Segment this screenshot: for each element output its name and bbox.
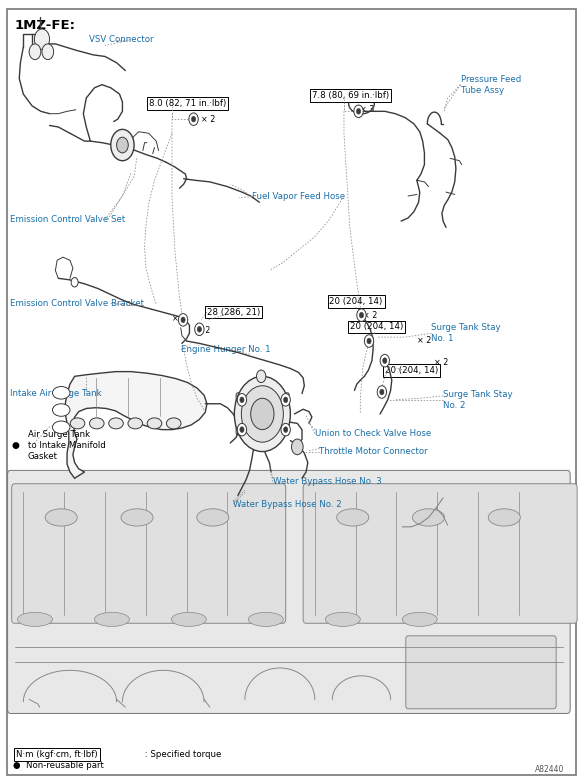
Text: × 2: × 2 bbox=[363, 310, 377, 320]
Circle shape bbox=[357, 309, 366, 321]
FancyBboxPatch shape bbox=[236, 393, 289, 435]
Circle shape bbox=[189, 113, 198, 125]
Text: Surge Tank Stay
No. 2: Surge Tank Stay No. 2 bbox=[443, 390, 512, 410]
Ellipse shape bbox=[171, 612, 206, 626]
Ellipse shape bbox=[52, 387, 70, 399]
FancyBboxPatch shape bbox=[12, 484, 286, 623]
Text: × 2: × 2 bbox=[417, 336, 432, 345]
Circle shape bbox=[380, 389, 384, 395]
Ellipse shape bbox=[109, 418, 124, 429]
Circle shape bbox=[240, 426, 244, 433]
Text: A82440: A82440 bbox=[535, 765, 564, 775]
Circle shape bbox=[111, 129, 134, 161]
Ellipse shape bbox=[128, 418, 142, 429]
Text: ●: ● bbox=[12, 441, 20, 450]
Ellipse shape bbox=[337, 509, 368, 526]
Circle shape bbox=[34, 29, 50, 49]
Circle shape bbox=[292, 439, 303, 455]
Circle shape bbox=[367, 338, 371, 344]
Circle shape bbox=[241, 386, 283, 442]
Ellipse shape bbox=[248, 612, 283, 626]
Ellipse shape bbox=[167, 418, 181, 429]
Circle shape bbox=[251, 398, 274, 430]
Circle shape bbox=[117, 137, 128, 153]
Circle shape bbox=[354, 105, 363, 118]
Text: × 2: × 2 bbox=[196, 325, 211, 335]
Ellipse shape bbox=[52, 404, 70, 416]
Ellipse shape bbox=[489, 509, 520, 526]
Text: Union to Check Valve Hose: Union to Check Valve Hose bbox=[315, 429, 431, 438]
Circle shape bbox=[281, 423, 290, 436]
Ellipse shape bbox=[402, 612, 437, 626]
Ellipse shape bbox=[90, 418, 104, 429]
Circle shape bbox=[364, 335, 374, 347]
Text: 1MZ-FE:: 1MZ-FE: bbox=[15, 19, 76, 32]
FancyBboxPatch shape bbox=[303, 484, 577, 623]
Circle shape bbox=[382, 358, 387, 364]
Circle shape bbox=[42, 44, 54, 60]
Circle shape bbox=[380, 354, 389, 367]
Circle shape bbox=[359, 312, 364, 318]
Circle shape bbox=[281, 394, 290, 406]
Circle shape bbox=[237, 423, 247, 436]
Circle shape bbox=[29, 44, 41, 60]
Circle shape bbox=[240, 397, 244, 403]
Text: N·m (kgf·cm, ft·lbf): N·m (kgf·cm, ft·lbf) bbox=[16, 750, 98, 759]
Ellipse shape bbox=[196, 509, 229, 526]
Text: 7.8 (80, 69 in.·lbf): 7.8 (80, 69 in.·lbf) bbox=[312, 91, 389, 100]
Ellipse shape bbox=[412, 509, 445, 526]
Text: Pressure Feed
Tube Assy: Pressure Feed Tube Assy bbox=[461, 74, 521, 95]
Circle shape bbox=[283, 397, 288, 403]
Circle shape bbox=[356, 108, 361, 114]
Text: 8.0 (82, 71 in.·lbf): 8.0 (82, 71 in.·lbf) bbox=[149, 99, 226, 108]
Text: Throttle Motor Connector: Throttle Motor Connector bbox=[319, 447, 428, 456]
Text: ●  Non-reusable part: ● Non-reusable part bbox=[13, 760, 104, 770]
Circle shape bbox=[197, 326, 202, 332]
Circle shape bbox=[377, 386, 387, 398]
Circle shape bbox=[71, 278, 78, 287]
Circle shape bbox=[178, 314, 188, 326]
Ellipse shape bbox=[325, 612, 360, 626]
Text: Surge Tank Stay
No. 1: Surge Tank Stay No. 1 bbox=[431, 323, 501, 343]
Text: Emission Control Valve Set: Emission Control Valve Set bbox=[10, 215, 126, 224]
Ellipse shape bbox=[45, 509, 77, 526]
FancyBboxPatch shape bbox=[8, 470, 570, 713]
Text: 20 (204, 14): 20 (204, 14) bbox=[350, 322, 403, 332]
Ellipse shape bbox=[71, 418, 85, 429]
Circle shape bbox=[257, 370, 266, 383]
Circle shape bbox=[283, 426, 288, 433]
Text: × 3: × 3 bbox=[172, 314, 186, 323]
FancyBboxPatch shape bbox=[406, 636, 556, 709]
Text: 20 (204, 14): 20 (204, 14) bbox=[385, 366, 438, 376]
Circle shape bbox=[181, 317, 185, 323]
Text: Water Bypass Hose No. 3: Water Bypass Hose No. 3 bbox=[273, 477, 382, 486]
Ellipse shape bbox=[147, 418, 161, 429]
Text: 28 (286, 21): 28 (286, 21) bbox=[207, 307, 260, 317]
Ellipse shape bbox=[52, 421, 70, 434]
Text: × 3: × 3 bbox=[360, 105, 374, 114]
Text: × 2: × 2 bbox=[201, 114, 216, 124]
Polygon shape bbox=[65, 372, 207, 478]
Ellipse shape bbox=[17, 612, 52, 626]
Text: Water Bypass Hose No. 2: Water Bypass Hose No. 2 bbox=[233, 499, 342, 509]
Ellipse shape bbox=[121, 509, 153, 526]
Circle shape bbox=[237, 394, 247, 406]
Text: 20 (204, 14): 20 (204, 14) bbox=[329, 297, 382, 307]
Text: VSV Connector: VSV Connector bbox=[89, 34, 153, 44]
Ellipse shape bbox=[94, 612, 129, 626]
Circle shape bbox=[195, 323, 204, 336]
Circle shape bbox=[191, 116, 196, 122]
Text: × 2: × 2 bbox=[434, 358, 449, 368]
Text: Air Surge Tank
to Intake Manifold
Gasket: Air Surge Tank to Intake Manifold Gasket bbox=[28, 430, 106, 460]
Text: Emission Control Valve Bracket: Emission Control Valve Bracket bbox=[10, 299, 145, 308]
Text: Engine Hunger No. 1: Engine Hunger No. 1 bbox=[181, 345, 271, 354]
Text: Intake Air Surge Tank: Intake Air Surge Tank bbox=[10, 389, 102, 398]
Text: Fuel Vapor Feed Hose: Fuel Vapor Feed Hose bbox=[252, 192, 345, 201]
Text: : Specified torque: : Specified torque bbox=[142, 750, 221, 759]
Circle shape bbox=[234, 376, 290, 452]
